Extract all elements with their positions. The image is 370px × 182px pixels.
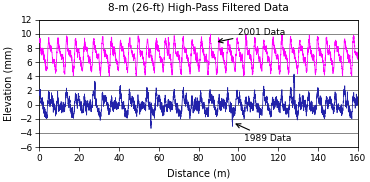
X-axis label: Distance (m): Distance (m) [167,169,230,179]
Text: 2001 Data: 2001 Data [218,28,286,43]
Text: 1989 Data: 1989 Data [236,124,292,143]
Y-axis label: Elevation (mm): Elevation (mm) [3,46,13,121]
Title: 8-m (26-ft) High-Pass Filtered Data: 8-m (26-ft) High-Pass Filtered Data [108,3,289,13]
